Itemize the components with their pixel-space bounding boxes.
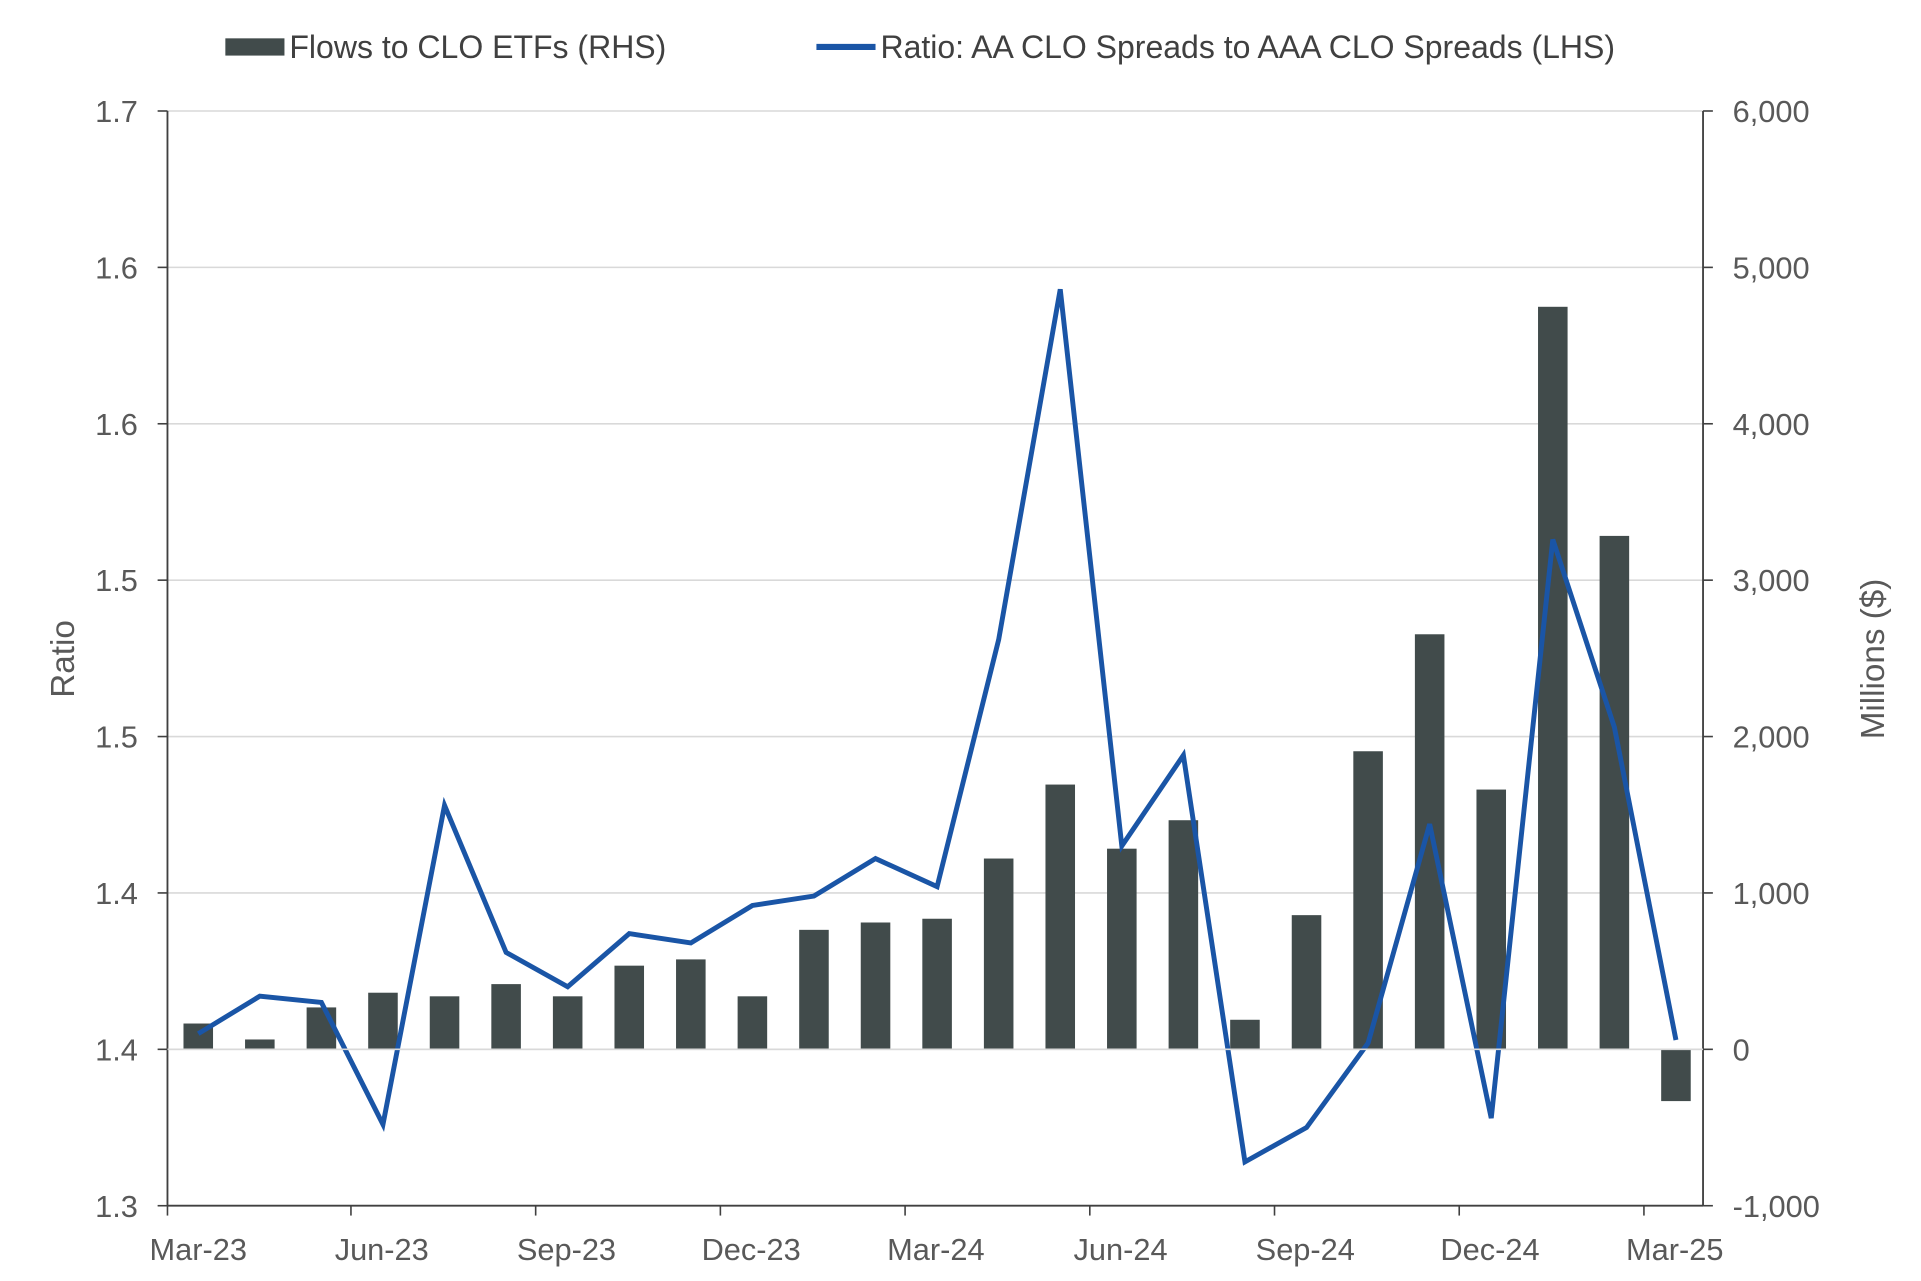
gridlines <box>167 110 1704 1051</box>
left-tick-label: 1.5 <box>95 720 138 755</box>
legend-label-bars: Flows to CLO ETFs (RHS) <box>289 29 666 65</box>
bar-Jul-24 <box>1168 820 1199 1050</box>
x-tick-label: Dec-23 <box>702 1232 801 1267</box>
right-tick-label: 6,000 <box>1733 94 1810 129</box>
left-tick-label: 1.5 <box>95 563 138 598</box>
bar-Jan-25 <box>1538 306 1568 1050</box>
bar-May-23 <box>306 1007 337 1050</box>
bar-Apr-23 <box>245 1039 275 1050</box>
bar-Aug-24 <box>1230 1019 1260 1050</box>
bar-Feb-24 <box>860 922 891 1050</box>
bar-Jul-23 <box>429 996 460 1050</box>
bar-Jun-23 <box>368 992 398 1050</box>
right-tick-label: 0 <box>1733 1032 1750 1067</box>
left-tick-label: 1.4 <box>95 1032 138 1067</box>
bar-Apr-24 <box>983 858 1014 1050</box>
bar-Sep-24 <box>1291 915 1322 1050</box>
bar-Oct-23 <box>614 965 645 1050</box>
left-tick-label: 1.6 <box>95 407 138 442</box>
bar-Aug-23 <box>491 984 521 1050</box>
right-axis-ticks: -1,000 0 1,000 2,000 3,000 4,000 5,000 6,000 <box>1703 94 1820 1224</box>
left-tick-label: 1.3 <box>95 1189 138 1224</box>
x-axis-ticks: Mar-23 Jun-23 Sep-23 Dec-23 Mar-24 Jun-24 Sep-… <box>150 1205 1723 1267</box>
bar-Jan-24 <box>799 929 829 1050</box>
legend-swatch-bars <box>225 38 285 56</box>
right-tick-label: -1,000 <box>1733 1189 1820 1224</box>
bar-Sep-23 <box>552 996 583 1050</box>
right-tick-label: 1,000 <box>1733 876 1810 911</box>
x-tick-label: Dec-24 <box>1440 1232 1539 1267</box>
bar-Mar-24 <box>922 918 952 1050</box>
bar-Mar-25 <box>1661 1049 1691 1102</box>
right-axis-title: Millions ($) <box>1855 579 1892 740</box>
x-tick-label: Sep-23 <box>517 1232 616 1267</box>
axes <box>166 110 1704 1207</box>
right-tick-label: 4,000 <box>1733 407 1810 442</box>
x-tick-label: Jun-24 <box>1074 1232 1168 1267</box>
bar-Nov-23 <box>676 959 706 1050</box>
x-tick-label: Mar-24 <box>887 1232 984 1267</box>
right-tick-label: 2,000 <box>1733 720 1810 755</box>
right-tick-label: 3,000 <box>1733 563 1810 598</box>
bar-May-24 <box>1045 784 1076 1050</box>
left-tick-label: 1.4 <box>95 876 138 911</box>
line-series <box>196 288 1679 1166</box>
bar-Dec-23 <box>737 996 768 1050</box>
legend: Flows to CLO ETFs (RHS) Ratio: AA CLO Sp… <box>225 29 1615 65</box>
x-tick-label: Jun-23 <box>335 1232 429 1267</box>
x-tick-label: Mar-25 <box>1626 1232 1723 1267</box>
right-tick-label: 5,000 <box>1733 250 1810 285</box>
x-tick-label: Mar-23 <box>150 1232 247 1267</box>
left-tick-label: 1.6 <box>95 250 138 285</box>
left-axis-ticks: 1.3 1.4 1.4 1.5 1.5 1.6 1.6 1.7 <box>95 94 168 1224</box>
x-tick-label: Sep-24 <box>1256 1232 1355 1267</box>
legend-label-line: Ratio: AA CLO Spreads to AAA CLO Spreads… <box>880 29 1615 65</box>
left-tick-label: 1.7 <box>95 94 138 129</box>
bar-Feb-25 <box>1599 535 1630 1050</box>
bar-Jun-24 <box>1107 848 1137 1050</box>
left-axis-title: Ratio <box>45 620 82 698</box>
bar-Nov-24 <box>1414 634 1445 1050</box>
